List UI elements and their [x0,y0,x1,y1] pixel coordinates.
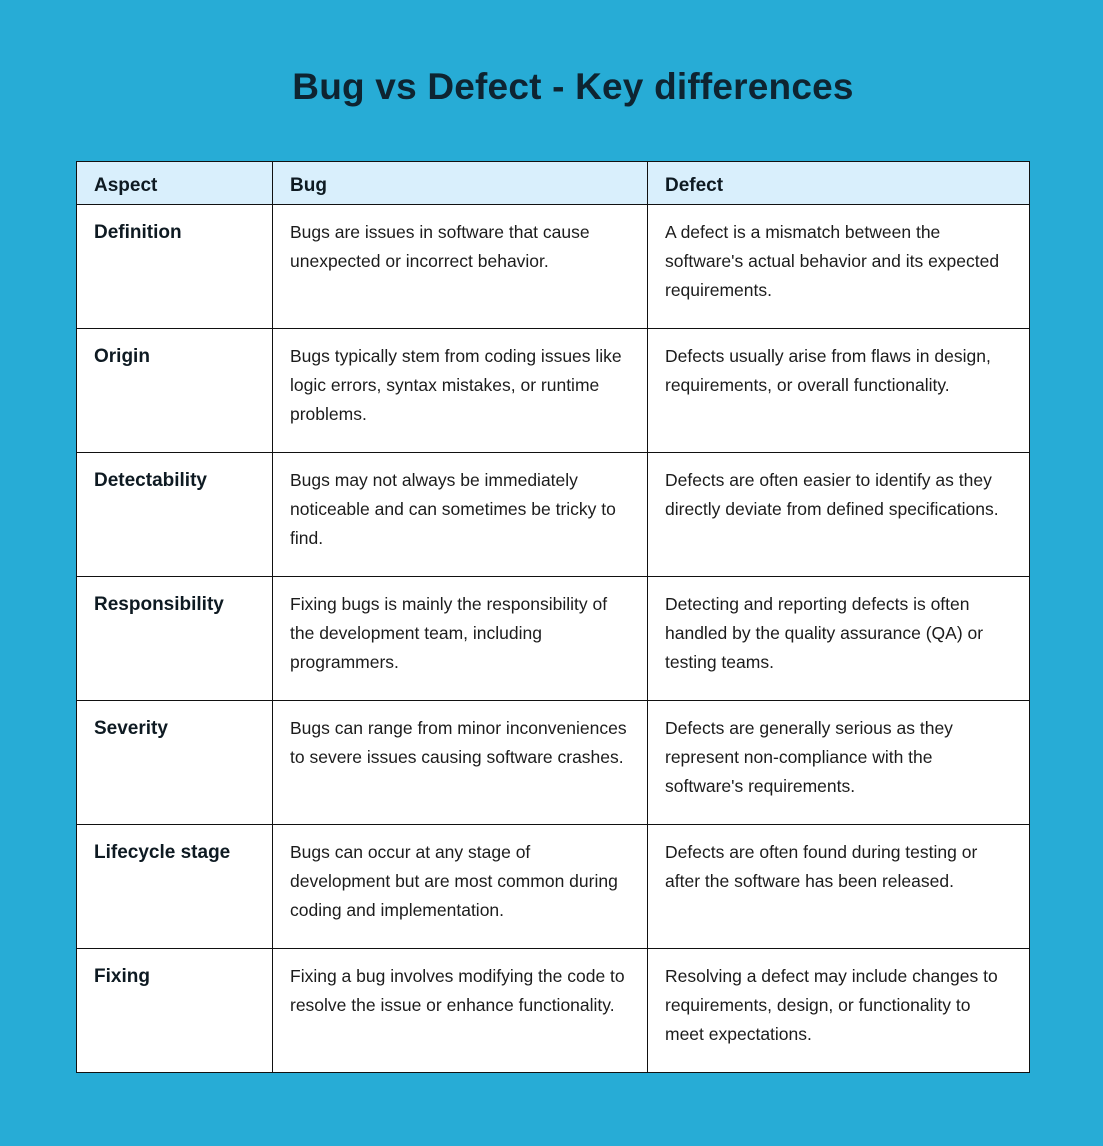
table-row: Detectability Bugs may not always be imme… [76,452,1030,577]
bug-cell: Bugs typically stem from coding issues l… [272,328,648,453]
comparison-table: Aspect Bug Defect Definition Bugs are iss… [76,161,1030,1073]
aspect-cell: Lifecycle stage [76,824,273,949]
header-defect: Defect [647,161,1030,205]
defect-cell: A defect is a mismatch between the softw… [647,204,1030,329]
defect-cell: Defects usually arise from flaws in desi… [647,328,1030,453]
header-aspect: Aspect [76,161,273,205]
bug-cell: Bugs may not always be immediately notic… [272,452,648,577]
defect-cell: Resolving a defect may include changes t… [647,948,1030,1073]
aspect-cell: Severity [76,700,273,825]
table-row: Severity Bugs can range from minor inconv… [76,700,1030,825]
bug-cell: Fixing a bug involves modifying the code… [272,948,648,1073]
aspect-cell: Detectability [76,452,273,577]
table-row: Lifecycle stage Bugs can occur at any sta… [76,824,1030,949]
table-row: Responsibility Fixing bugs is mainly the … [76,576,1030,701]
header-bug: Bug [272,161,648,205]
defect-cell: Defects are generally serious as they re… [647,700,1030,825]
page-title: Bug vs Defect - Key differences [292,66,854,107]
table-row: Definition Bugs are issues in software th… [76,204,1030,329]
aspect-cell: Definition [76,204,273,329]
aspect-cell: Origin [76,328,273,453]
table-row: Origin Bugs typically stem from coding is… [76,328,1030,453]
bug-cell: Fixing bugs is mainly the responsibility… [272,576,648,701]
bug-cell: Bugs are issues in software that cause u… [272,204,648,329]
aspect-cell: Fixing [76,948,273,1073]
defect-cell: Defects are often easier to identify as … [647,452,1030,577]
bug-cell: Bugs can occur at any stage of developme… [272,824,648,949]
header-row: Aspect Bug Defect [76,161,1030,205]
defect-cell: Defects are often found during testing o… [647,824,1030,949]
bug-cell: Bugs can range from minor inconveniences… [272,700,648,825]
table-row: Fixing Fixing a bug involves modifying th… [76,948,1030,1073]
defect-cell: Detecting and reporting defects is often… [647,576,1030,701]
aspect-cell: Responsibility [76,576,273,701]
